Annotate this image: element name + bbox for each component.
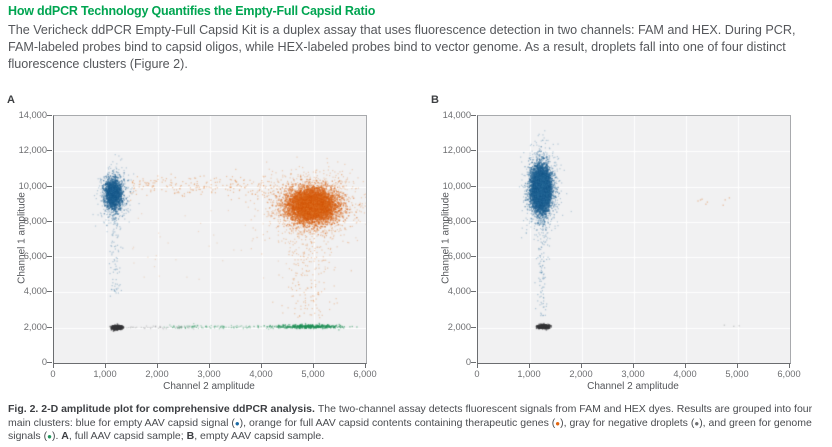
caption-text: ), orange for full AAV capsid contents c… xyxy=(239,416,556,429)
x-tick-label: 4,000 xyxy=(673,369,697,379)
y-tick-label: 12,000 xyxy=(18,145,47,156)
y-tick-mark xyxy=(471,327,476,328)
caption-text: A xyxy=(61,430,69,443)
y-tick-mark xyxy=(471,362,476,363)
x-tick-label: 3,000 xyxy=(621,369,645,379)
x-tick-mark xyxy=(581,363,582,368)
y-tick-mark xyxy=(471,150,476,151)
scatter-panel-a: A Channel 1 amplitude Channel 2 amplitud… xyxy=(0,90,416,402)
panel-label-a: A xyxy=(7,94,15,106)
x-tick-mark xyxy=(209,363,210,368)
y-tick-mark xyxy=(47,221,52,222)
x-tick-label: 2,000 xyxy=(569,369,593,379)
x-tick-label: 0 xyxy=(474,369,480,379)
x-tick-label: 1,000 xyxy=(517,369,541,379)
y-tick-mark xyxy=(47,291,52,292)
y-tick-mark xyxy=(471,186,476,187)
x-tick-mark xyxy=(789,363,790,368)
x-tick-mark xyxy=(529,363,530,368)
y-tick-mark xyxy=(471,256,476,257)
x-tick-label: 6,000 xyxy=(353,369,377,379)
y-tick-label: 2,000 xyxy=(447,321,471,332)
panel-label-b: B xyxy=(431,94,439,106)
plot-area-a xyxy=(53,115,367,364)
legend-dot: ● xyxy=(694,418,700,428)
y-tick-mark xyxy=(47,115,52,116)
y-tick-label: 4,000 xyxy=(23,286,47,297)
caption-text: ). xyxy=(51,430,62,443)
section-heading: How ddPCR Technology Quantifies the Empt… xyxy=(8,4,376,18)
y-tick-label: 8,000 xyxy=(447,215,471,226)
caption-text: B xyxy=(186,430,195,443)
x-tick-label: 0 xyxy=(50,369,56,379)
x-tick-mark xyxy=(157,363,158,368)
x-tick-mark xyxy=(477,363,478,368)
caption-text: ), and green for genome signals ( xyxy=(8,416,812,443)
x-tick-label: 6,000 xyxy=(777,369,801,379)
y-tick-label: 8,000 xyxy=(23,215,47,226)
figure-2: A Channel 1 amplitude Channel 2 amplitud… xyxy=(0,90,832,402)
plot-area-b xyxy=(477,115,791,364)
y-tick-label: 4,000 xyxy=(447,286,471,297)
y-tick-label: 14,000 xyxy=(442,110,471,120)
y-tick-mark xyxy=(47,150,52,151)
x-tick-mark xyxy=(261,363,262,368)
x-axis-title-a: Channel 2 amplitude xyxy=(163,381,255,392)
y-tick-label: 10,000 xyxy=(18,180,47,191)
legend-dot: ● xyxy=(234,418,240,428)
y-tick-label: 10,000 xyxy=(442,180,471,191)
y-tick-label: 14,000 xyxy=(18,110,47,120)
x-tick-mark xyxy=(365,363,366,368)
y-axis-title-a: Channel 1 amplitude xyxy=(16,192,28,284)
legend-dot: ● xyxy=(47,432,52,442)
y-tick-label: 2,000 xyxy=(23,321,47,332)
scatter-canvas-a xyxy=(54,116,366,363)
figure-caption: Fig. 2. 2-D amplitude plot for comprehen… xyxy=(8,403,826,444)
y-tick-label: 6,000 xyxy=(23,251,47,262)
x-tick-mark xyxy=(685,363,686,368)
x-tick-mark xyxy=(633,363,634,368)
y-tick-mark xyxy=(47,327,52,328)
y-tick-label: 12,000 xyxy=(442,145,471,156)
x-tick-mark xyxy=(105,363,106,368)
x-tick-mark xyxy=(53,363,54,368)
y-tick-mark xyxy=(471,291,476,292)
x-tick-label: 5,000 xyxy=(301,369,325,379)
caption-text: , full AAV capsid sample; xyxy=(68,430,187,443)
caption-text: Fig. 2. 2-D amplitude plot for comprehen… xyxy=(8,403,318,415)
intro-paragraph: The Vericheck ddPCR Empty-Full Capsid Ki… xyxy=(8,23,796,71)
y-tick-label: 6,000 xyxy=(447,251,471,262)
y-axis-title-b: Channel 1 amplitude xyxy=(440,192,452,284)
y-tick-label: 0 xyxy=(465,357,471,367)
y-tick-mark xyxy=(47,362,52,363)
y-tick-mark xyxy=(471,221,476,222)
caption-text: , empty AAV capsid sample. xyxy=(194,430,325,443)
y-tick-mark xyxy=(47,186,52,187)
caption-text: ), gray for negative droplets ( xyxy=(560,416,695,429)
x-tick-label: 1,000 xyxy=(93,369,117,379)
scatter-canvas-b xyxy=(478,116,790,363)
x-tick-label: 4,000 xyxy=(249,369,273,379)
x-tick-mark xyxy=(313,363,314,368)
caption-text: The two-channel assay detects fluorescen… xyxy=(8,403,813,429)
x-tick-mark xyxy=(737,363,738,368)
x-tick-label: 5,000 xyxy=(725,369,749,379)
x-tick-label: 2,000 xyxy=(145,369,169,379)
x-axis-title-b: Channel 2 amplitude xyxy=(587,381,679,392)
x-tick-label: 3,000 xyxy=(197,369,221,379)
y-tick-mark xyxy=(47,256,52,257)
y-tick-label: 0 xyxy=(41,357,47,367)
legend-dot: ● xyxy=(555,418,561,428)
scatter-panel-b: B Channel 1 amplitude Channel 2 amplitud… xyxy=(416,90,832,402)
y-tick-mark xyxy=(471,115,476,116)
